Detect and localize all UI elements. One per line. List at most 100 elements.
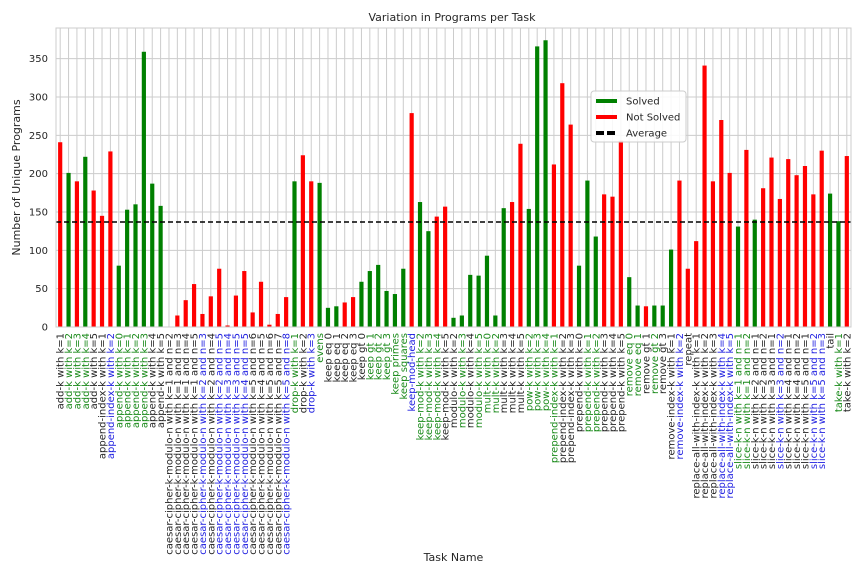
bar	[509, 202, 515, 327]
x-tick-label: pow-k with k=2	[524, 333, 535, 411]
y-axis-label: Number of Unique Programs	[10, 99, 23, 255]
bar	[284, 297, 289, 327]
bar	[794, 175, 799, 327]
bar	[602, 194, 607, 327]
bar	[133, 204, 138, 327]
bar	[74, 181, 80, 327]
bar	[777, 198, 782, 327]
x-tick-label: replace-all-with-index-k with k=2	[700, 333, 711, 499]
x-tick-label: prepend-index-k with k=2	[558, 333, 569, 463]
bar	[417, 202, 423, 327]
x-tick-label: prepend-k with k=1	[583, 333, 594, 432]
bar	[468, 274, 473, 327]
bar	[627, 277, 632, 327]
bar	[802, 166, 808, 327]
bar	[83, 156, 88, 327]
x-tick-label: append-k with k=0	[114, 333, 125, 428]
bar	[727, 172, 732, 327]
bar	[367, 271, 372, 327]
bar	[108, 151, 113, 327]
x-tick-label: add-k with k=5	[89, 333, 100, 409]
bar	[317, 182, 322, 327]
bar	[443, 206, 448, 327]
bar	[635, 305, 640, 327]
x-tick-label: caesar-cipher-k-modulo-n with k=5 and n=…	[265, 333, 276, 555]
x-tick-label: prepend-k with k=5	[616, 333, 627, 432]
x-tick-label: drop-k with k=3	[307, 333, 318, 413]
y-tick-label: 250	[29, 131, 48, 142]
x-tick-label: add-k with k=3	[72, 333, 83, 409]
bar	[392, 294, 398, 327]
x-tick-label: append-k with k=3	[139, 333, 150, 428]
legend-label: Average	[626, 129, 667, 140]
bar	[309, 181, 314, 327]
bar	[518, 143, 523, 327]
bar	[99, 215, 105, 327]
x-tick-label: append-index-k with k=2	[106, 333, 117, 459]
bar	[761, 188, 766, 327]
y-tick-label: 350	[29, 54, 48, 65]
bar	[827, 193, 833, 327]
x-tick-label: replace-all-with-index-k with k=3	[708, 333, 719, 499]
x-tick-label: mult-k with k=5	[516, 333, 527, 413]
y-tick-label: 200	[29, 169, 48, 180]
x-tick-label: caesar-cipher-k-modulo-n with k=2 and n=…	[215, 333, 226, 555]
x-tick-label: keep-mod-k with k=2	[416, 333, 427, 440]
bar	[267, 324, 272, 327]
x-tick-label: caesar-cipher-k-modulo-n with k=2 and n=…	[198, 333, 209, 555]
bar	[141, 51, 146, 328]
x-tick-label: keep gt 1	[365, 333, 376, 380]
x-tick-label: drop-k with k=2	[298, 333, 309, 413]
x-tick-label: slice-k-n with k=5 and n=1	[800, 333, 811, 469]
x-tick-label: keep-mod-k with k=3	[424, 333, 435, 440]
x-tick-label: add-k with k=2	[64, 333, 75, 409]
x-tick-label: append-k with k=1	[123, 333, 134, 428]
x-tick-label: modulo-k with k=5	[474, 333, 485, 428]
bar	[359, 281, 364, 327]
x-tick-label: remove gt 2	[650, 333, 661, 394]
x-axis-label: Task Name	[423, 551, 484, 564]
bar	[710, 181, 716, 327]
x-tick-label: slice-k-n with k=1 and n=2	[742, 333, 753, 469]
x-tick-label: add-k with k=4	[81, 333, 92, 409]
x-tick-label: pow-k with k=3	[533, 333, 544, 411]
x-tick-label: prepend-index-k with k=3	[566, 333, 577, 463]
x-tick-label: keep-mod-k with k=5	[441, 333, 452, 440]
bar	[694, 241, 699, 327]
bar	[116, 265, 121, 327]
x-tick-label: replace-all-with-index-k with k=5	[725, 333, 736, 499]
x-tick-label: remove eq 0	[625, 333, 636, 396]
bar	[643, 306, 649, 327]
bar	[501, 208, 506, 327]
bar	[250, 312, 255, 327]
x-tick-label: keep eq 1	[332, 333, 343, 382]
bar	[426, 231, 431, 327]
bars-group	[58, 40, 849, 328]
bar	[376, 264, 381, 327]
x-tick-label: remove-index-k with k=1	[667, 333, 678, 459]
x-tick-label: caesar-cipher-k-modulo-n with k=2 and n=…	[206, 333, 217, 555]
x-tick-label: slice-k-n with k=3 and n=1	[767, 333, 778, 469]
x-tick-label: caesar-cipher-k-modulo-n with k=4 and n=…	[257, 333, 268, 555]
bar	[752, 219, 757, 327]
x-tick-label: tail	[826, 333, 837, 349]
bar	[233, 295, 239, 327]
x-tick-label: evens	[315, 333, 326, 363]
bar	[660, 305, 665, 327]
x-tick-label: append-k with k=2	[131, 333, 142, 428]
x-tick-label: append-k with k=4	[148, 333, 159, 428]
x-tick-label: mult-k with k=0	[482, 333, 493, 413]
bar	[484, 255, 490, 327]
x-tick-label: caesar-cipher-k-modulo-n with k=1 and n=…	[190, 333, 201, 555]
bar	[334, 306, 339, 327]
y-tick-label: 0	[42, 323, 48, 334]
bar	[560, 83, 565, 327]
y-tick-label: 50	[35, 284, 48, 295]
x-tick-label: slice-k-n with k=2 and n=1	[750, 333, 761, 469]
x-tick-label: slice-k-n with k=4 and n=1	[784, 333, 795, 469]
x-tick-label: repeat	[683, 333, 694, 366]
bar	[844, 156, 849, 327]
plot-frame	[55, 27, 852, 328]
bar	[325, 307, 331, 327]
bar	[451, 317, 456, 327]
